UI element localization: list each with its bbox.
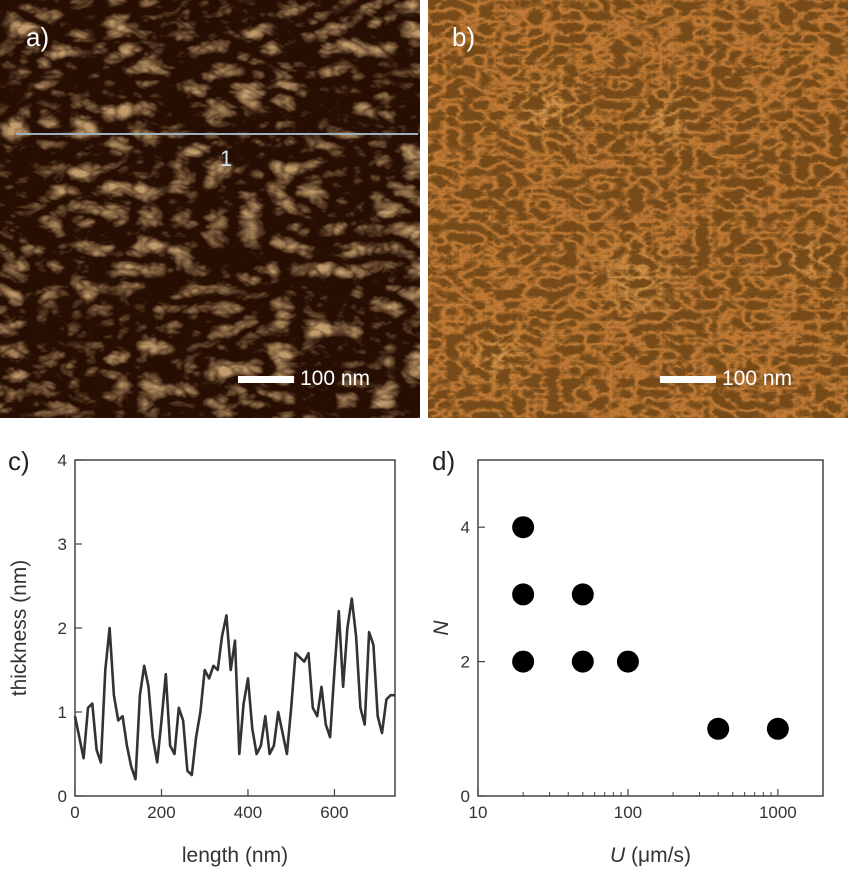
y-tick-label-c-2: 2 — [58, 619, 67, 638]
scatter-point — [766, 717, 789, 740]
y-axis-label-d: N — [430, 620, 453, 636]
x-tick-label-d-2: 1000 — [759, 803, 797, 822]
panel-label-a: a) — [26, 22, 50, 52]
thickness-series-line — [73, 597, 395, 781]
scatter-point — [512, 650, 535, 673]
panel-label-c: c) — [8, 446, 30, 476]
thickness-profile-chart: 0 200 400 600 0 1 2 3 4 length (nm) thickness (nm) — [0, 450, 420, 880]
x-axis-label-d: U (μm/s) — [610, 844, 691, 867]
x-tick-label-d-1: 100 — [614, 803, 642, 822]
afm-texture-b — [428, 0, 848, 418]
scatter-point — [616, 650, 639, 673]
y-tick-label-d-2: 4 — [461, 518, 470, 537]
y-tick-label-c-0: 0 — [58, 787, 67, 806]
velocity-scatter-svg: 10 100 1000 0 2 4 U (μm/s) N — [430, 459, 824, 867]
y-tick-label-c-3: 3 — [58, 535, 67, 554]
scatter-point — [571, 650, 594, 673]
x-tick-label-c-1: 200 — [147, 803, 175, 822]
x-tick-label-c-2: 400 — [234, 803, 262, 822]
x-axis-label-c: length (nm) — [182, 844, 288, 867]
velocity-scatter-chart: 10 100 1000 0 2 4 U (μm/s) N — [428, 450, 848, 880]
profile-line — [16, 133, 418, 135]
y-axis-label-c: thickness (nm) — [8, 560, 31, 697]
panel-label-d: d) — [432, 446, 456, 476]
plot-frame-d — [477, 459, 824, 797]
scale-bar-label-b: 100 nm — [722, 367, 793, 390]
x-tick-label-c-3: 600 — [320, 803, 348, 822]
scatter-point — [512, 516, 535, 539]
scale-bar-label-a: 100 nm — [300, 367, 371, 390]
profile-line-label: 1 — [220, 146, 233, 171]
scale-bar-b — [660, 376, 716, 383]
scale-bar-a — [238, 376, 294, 383]
x-tick-label-c-0: 0 — [70, 803, 79, 822]
y-tick-label-c-1: 1 — [58, 703, 67, 722]
thickness-profile-svg: 0 200 400 600 0 1 2 3 4 length (nm) thickness (nm) — [8, 451, 396, 867]
afm-texture-a — [0, 0, 420, 418]
afm-image-a — [0, 0, 420, 418]
scatter-point — [512, 583, 535, 606]
x-tick-label-d-0: 10 — [469, 803, 488, 822]
y-tick-label-c-4: 4 — [58, 451, 67, 470]
y-tick-label-d-1: 2 — [461, 653, 470, 672]
scatter-point — [707, 717, 730, 740]
panel-label-b: b) — [452, 22, 476, 52]
scatter-point — [571, 583, 594, 606]
y-tick-label-d-0: 0 — [461, 787, 470, 806]
afm-image-b — [428, 0, 848, 418]
